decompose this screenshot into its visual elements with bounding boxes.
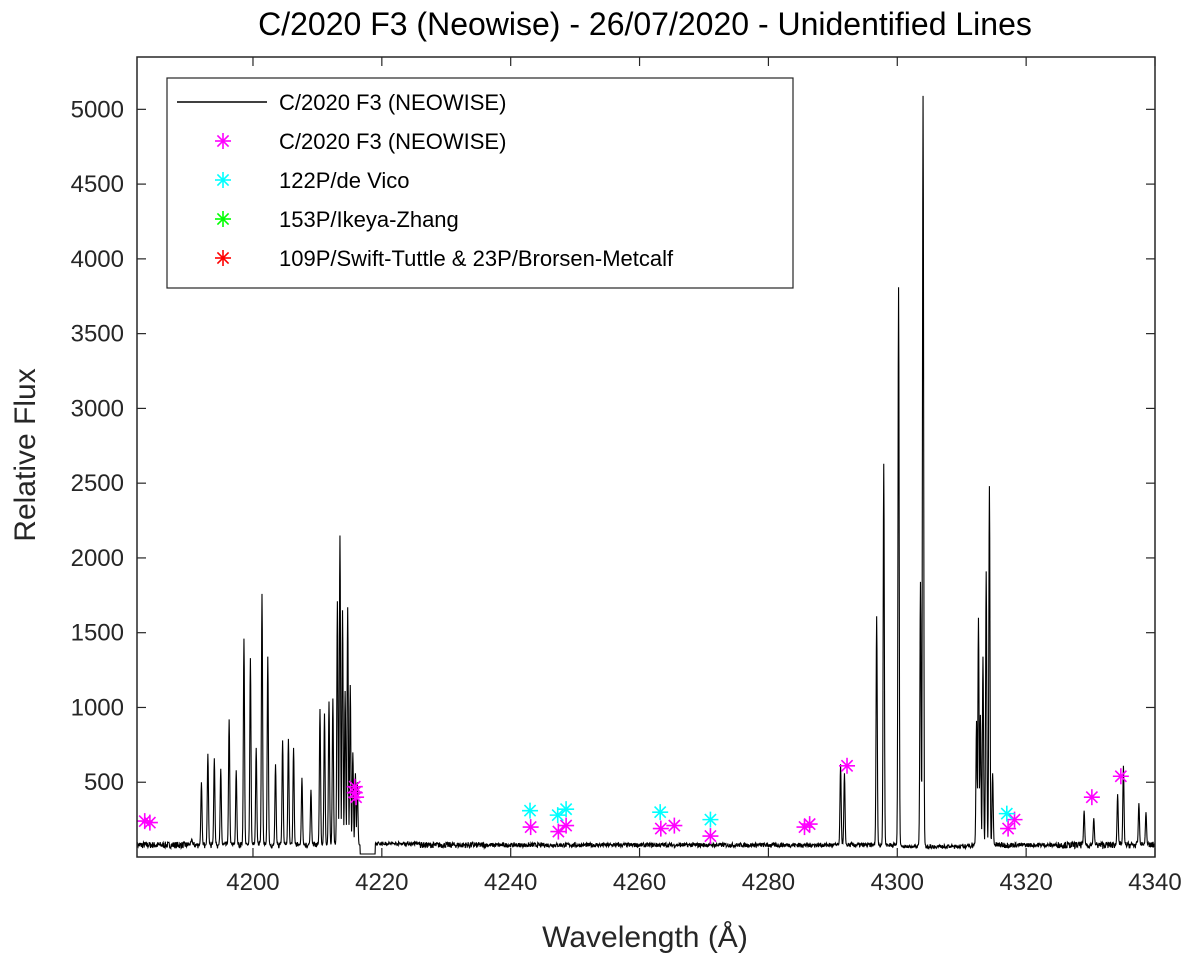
asterisk-stroke [523, 804, 537, 817]
legend-marker-swatch-1 [215, 133, 231, 149]
asterisk-stroke [668, 819, 681, 832]
legend-entry-label: C/2020 F3 (NEOWISE) [279, 90, 506, 115]
y-tick-label: 3500 [71, 321, 124, 348]
marker-series2-point2 [558, 801, 575, 818]
legend-entry-label: 109P/Swift-Tuttle & 23P/Brorsen-Metcalf [279, 246, 674, 271]
marker-series1-point10 [702, 828, 719, 845]
marker-series1-point16 [1083, 789, 1100, 806]
y-tick-label: 500 [84, 769, 124, 796]
x-tick-label: 4220 [355, 869, 408, 896]
asterisk-stroke [143, 816, 157, 829]
legend-marker-swatch-3 [215, 211, 231, 227]
y-tick-label: 3000 [71, 395, 124, 422]
y-tick-label: 1500 [71, 620, 124, 647]
y-tick-label: 2000 [71, 545, 124, 572]
asterisk-stroke [551, 808, 564, 822]
x-tick-label: 4320 [999, 869, 1052, 896]
y-tick-label: 5000 [71, 96, 124, 123]
marker-series1-point12 [801, 816, 818, 833]
marker-series1-point7 [558, 817, 575, 834]
legend-marker-swatch-4 [215, 250, 231, 266]
asterisk-stroke [524, 820, 537, 834]
marker-series1-point4 [348, 789, 365, 806]
asterisk-stroke [1085, 791, 1099, 804]
x-tick-label: 4300 [871, 869, 924, 896]
x-tick-label: 4260 [613, 869, 666, 896]
x-tick-label: 4240 [484, 869, 537, 896]
asterisk-stroke [138, 814, 151, 828]
x-tick-label: 4200 [226, 869, 279, 896]
asterisk-stroke [704, 829, 717, 843]
y-tick-label: 1000 [71, 694, 124, 721]
spectrum-line [137, 95, 1155, 855]
asterisk-stroke [1001, 822, 1015, 835]
axes-frame [136, 56, 1156, 858]
legend: C/2020 F3 (NEOWISE) C/2020 F3 (NEOWISE) 12… [166, 77, 794, 289]
legend-entry-label: 153P/Ikeya-Zhang [279, 207, 459, 232]
marker-series1-point5 [522, 819, 539, 836]
legend-entry-label: 122P/de Vico [279, 168, 409, 193]
asterisk-stroke [654, 805, 667, 819]
marker-series1-point1 [141, 814, 158, 831]
y-axis-label: Relative Flux [9, 368, 42, 541]
marker-series2-point4 [702, 811, 719, 828]
marker-series1-point9 [666, 817, 683, 834]
marker-series2-point3 [652, 804, 669, 821]
asterisk-stroke [654, 822, 667, 835]
legend-box [166, 77, 794, 289]
asterisk-stroke [559, 802, 573, 816]
marker-series1-point15 [1006, 811, 1023, 828]
asterisk-stroke [704, 813, 717, 826]
asterisk-stroke [216, 251, 230, 265]
marker-series2-point5 [998, 805, 1015, 822]
marker-series2-point1 [549, 807, 566, 824]
legend-entry-label: C/2020 F3 (NEOWISE) [279, 129, 506, 154]
marker-series1-point8 [652, 820, 669, 837]
x-axis-label: Wavelength (Å) [542, 921, 748, 953]
marker-series1-point17 [1112, 768, 1129, 785]
marker-series1-point13 [839, 757, 856, 774]
plot-area [136, 95, 1155, 855]
axis-ticks: 4200 4220 4240 4260 4280 4300 4320 4340 500 1000 1… [71, 57, 1182, 896]
asterisk-stroke [1114, 770, 1128, 783]
asterisk-stroke [559, 819, 573, 832]
legend-marker-swatch-2 [215, 172, 231, 188]
x-tick-label: 4340 [1128, 869, 1181, 896]
y-tick-label: 2500 [71, 470, 124, 497]
asterisk-stroke [803, 817, 816, 831]
marker-series1-point14 [1000, 820, 1017, 837]
y-tick-label: 4500 [71, 171, 124, 198]
asterisk-stroke [216, 212, 230, 226]
asterisk-stroke [1008, 813, 1021, 826]
asterisk-stroke [1000, 807, 1013, 820]
chart-title: C/2020 F3 (Neowise) - 26/07/2020 - Unide… [258, 6, 1032, 42]
x-tick-label: 4280 [742, 869, 795, 896]
asterisk-stroke [216, 134, 230, 148]
asterisk-stroke [840, 759, 854, 772]
marker-series2-point0 [522, 802, 539, 819]
y-tick-label: 4000 [71, 246, 124, 273]
asterisk-stroke [349, 791, 363, 804]
asterisk-stroke [216, 173, 230, 187]
asterisk-stroke [552, 825, 565, 838]
